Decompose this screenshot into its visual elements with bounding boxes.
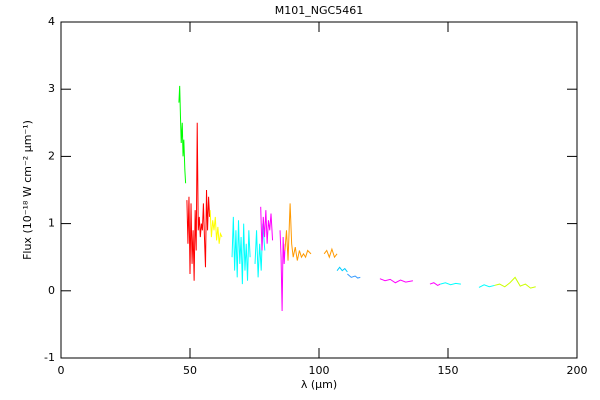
spectrum-line bbox=[347, 273, 361, 279]
spectrum-line bbox=[323, 247, 338, 259]
x-axis-label: λ (μm) bbox=[301, 378, 337, 391]
x-tick-label: 100 bbox=[309, 364, 330, 377]
chart-title: M101_NGC5461 bbox=[275, 4, 363, 17]
spectrum-line bbox=[478, 284, 495, 288]
spectrum-line bbox=[284, 203, 312, 261]
y-axis-label: Flux (10⁻¹⁸ W cm⁻² μm⁻¹) bbox=[21, 120, 34, 260]
spectrum-line bbox=[209, 210, 223, 244]
x-tick-label: 50 bbox=[183, 364, 197, 377]
y-tick-label: 0 bbox=[48, 284, 55, 297]
spectrum-line bbox=[379, 278, 414, 284]
spectrum-line bbox=[178, 85, 187, 184]
spectrum-line bbox=[494, 276, 536, 289]
y-tick-label: 4 bbox=[48, 15, 55, 28]
spectrum-line bbox=[429, 282, 441, 287]
spectrum-line bbox=[186, 122, 211, 281]
spectrum-line bbox=[440, 282, 461, 286]
x-tick-label: 200 bbox=[567, 364, 588, 377]
y-tick-label: 3 bbox=[48, 82, 55, 95]
y-tick-label: 2 bbox=[48, 149, 55, 162]
y-tick-label: -1 bbox=[44, 351, 55, 364]
x-tick-label: 0 bbox=[58, 364, 65, 377]
spectrum-line bbox=[279, 230, 286, 311]
spectrum-line bbox=[231, 216, 251, 285]
spectrum-line bbox=[260, 206, 274, 251]
spectrum-line bbox=[336, 266, 348, 273]
x-tick-label: 150 bbox=[438, 364, 459, 377]
y-tick-label: 1 bbox=[48, 217, 55, 230]
